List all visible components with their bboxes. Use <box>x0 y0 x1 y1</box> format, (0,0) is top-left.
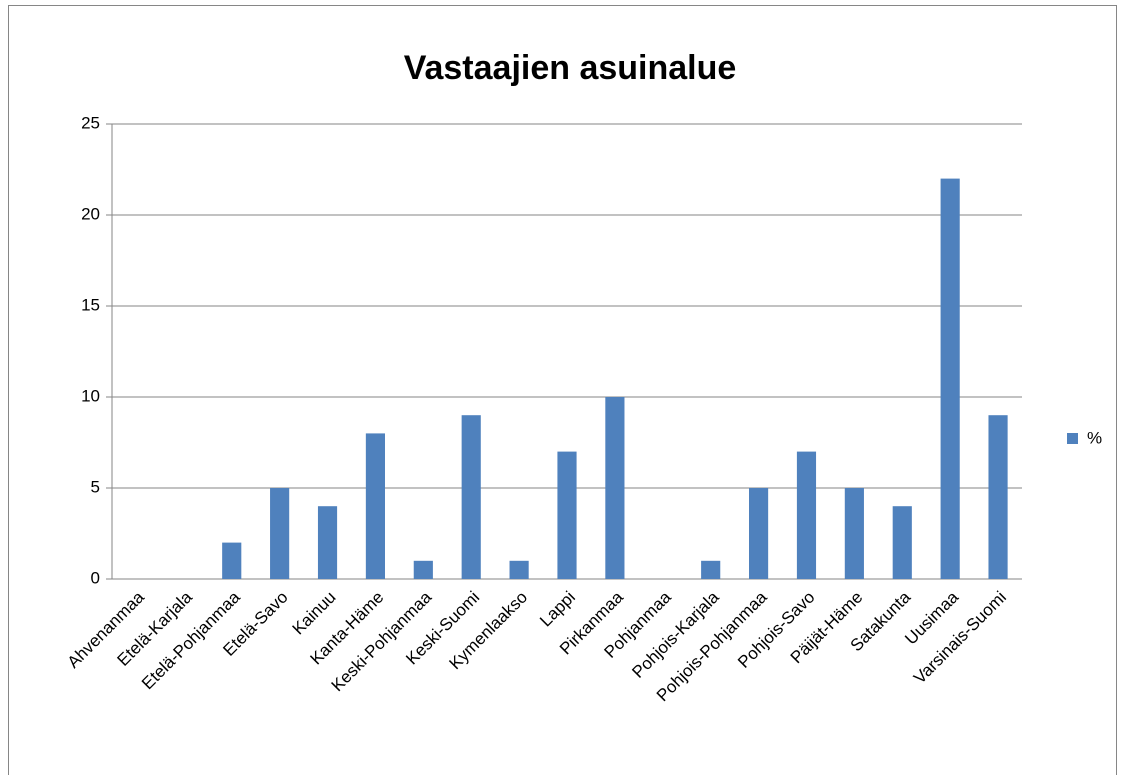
bar <box>844 488 864 579</box>
bar <box>270 488 290 579</box>
y-tick-label: 20 <box>81 204 100 223</box>
bar <box>605 397 625 579</box>
bar <box>509 560 529 579</box>
bar <box>461 415 481 579</box>
y-tick-label: 5 <box>91 477 100 496</box>
bar <box>749 488 769 579</box>
bar <box>892 506 912 579</box>
chart-frame <box>8 5 1117 775</box>
legend-label: % <box>1087 428 1102 447</box>
y-tick-label: 0 <box>91 568 100 587</box>
legend-swatch <box>1067 433 1078 444</box>
bar <box>557 451 577 579</box>
bar <box>701 560 721 579</box>
bar <box>222 542 242 579</box>
bar <box>413 560 433 579</box>
y-tick-label: 25 <box>81 113 100 132</box>
bar <box>988 415 1008 579</box>
bar <box>796 451 817 579</box>
y-tick-label: 15 <box>81 295 100 314</box>
bar <box>317 506 338 579</box>
bar <box>940 178 960 579</box>
chart-title: Vastaajien asuinalue <box>404 49 737 87</box>
y-tick-label: 10 <box>81 386 100 405</box>
bar <box>365 433 385 579</box>
